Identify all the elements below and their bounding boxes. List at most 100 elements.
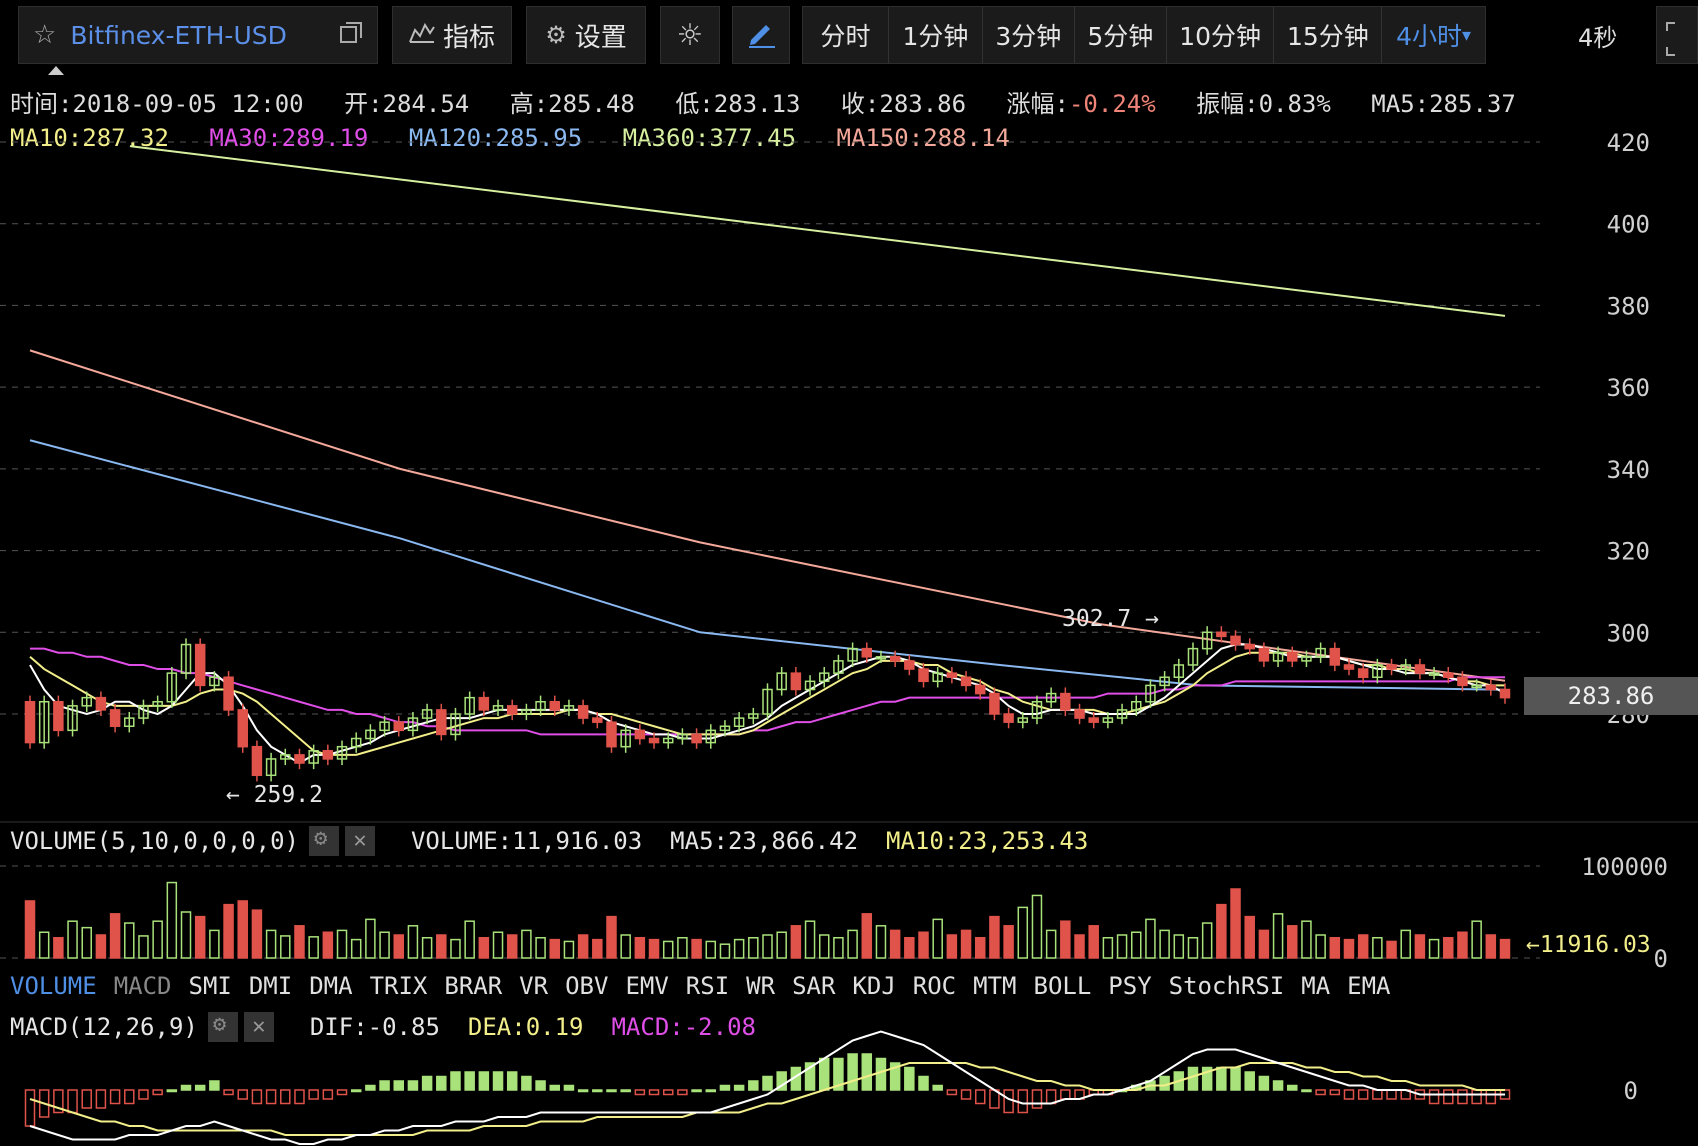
interval-1[interactable]: 1分钟 bbox=[889, 7, 983, 63]
theme-toggle[interactable]: ☼ bbox=[660, 6, 720, 64]
candle-body-up bbox=[1131, 700, 1142, 711]
refresh-interval[interactable]: 4秒 bbox=[1578, 24, 1618, 52]
macd-bar bbox=[1357, 1089, 1369, 1100]
candle-body-down bbox=[1414, 664, 1426, 674]
volume-bar bbox=[535, 937, 546, 959]
indicator-tab-obv[interactable]: OBV bbox=[565, 972, 609, 1000]
candle-body-down bbox=[194, 643, 206, 687]
indicator-tab-volume[interactable]: VOLUME bbox=[10, 972, 97, 1000]
indicator-tab-vr[interactable]: VR bbox=[519, 972, 549, 1000]
indicator-tab-mtm[interactable]: MTM bbox=[973, 972, 1017, 1000]
info-close: 收:283.86 bbox=[840, 90, 967, 118]
indicator-tab-smi[interactable]: SMI bbox=[188, 972, 232, 1000]
candle bbox=[24, 695, 36, 749]
drawing-tool-button[interactable] bbox=[732, 6, 790, 64]
volume-bar bbox=[1329, 937, 1341, 959]
indicators-button[interactable]: 指标 bbox=[392, 6, 512, 64]
candle bbox=[450, 707, 461, 741]
candle-body-up bbox=[705, 729, 717, 744]
candle-body-down bbox=[974, 684, 986, 695]
volume-bar bbox=[1088, 925, 1099, 959]
candle bbox=[904, 654, 915, 676]
macd-bar bbox=[464, 1071, 475, 1091]
candle bbox=[889, 650, 901, 668]
dropdown-pointer bbox=[48, 66, 64, 75]
info-time: 时间:2018-09-05 12:00 bbox=[10, 90, 304, 118]
volume-bar bbox=[818, 934, 830, 959]
indicator-tab-roc[interactable]: ROC bbox=[912, 972, 957, 1000]
interval-5[interactable]: 15分钟 bbox=[1274, 7, 1383, 63]
gear-icon: ⚙ bbox=[545, 21, 567, 49]
indicator-tab-dmi[interactable]: DMI bbox=[248, 972, 293, 1000]
candle-body-down bbox=[1216, 631, 1227, 638]
volume-bar bbox=[1485, 934, 1497, 959]
interval-label: 分时 bbox=[820, 22, 871, 51]
volume-axis: 0 100000 bbox=[1581, 853, 1668, 973]
indicator-tab-macd[interactable]: MACD bbox=[113, 972, 172, 1000]
info-ma5: MA5:285.37 bbox=[1371, 90, 1516, 118]
settings-button[interactable]: ⚙ 设置 bbox=[526, 6, 646, 64]
candle-body-up bbox=[209, 676, 220, 687]
indicator-tab-wr[interactable]: WR bbox=[746, 972, 776, 1000]
macd-settings-button[interactable]: ⚙ bbox=[207, 1012, 238, 1042]
candle bbox=[421, 703, 433, 725]
volume-bar bbox=[109, 913, 121, 959]
interval-0[interactable]: 分时 bbox=[803, 7, 889, 63]
candle bbox=[1244, 638, 1255, 655]
volume-bar bbox=[1386, 940, 1397, 959]
candle-body-down bbox=[790, 672, 802, 691]
candle bbox=[818, 667, 830, 688]
interval-4[interactable]: 10分钟 bbox=[1167, 7, 1275, 63]
volume-close-button[interactable]: ✕ bbox=[344, 826, 375, 856]
price-tick-label: 400 bbox=[1607, 211, 1650, 239]
indicator-tab-sar[interactable]: SAR bbox=[792, 972, 836, 1000]
indicator-tab-psy[interactable]: PSY bbox=[1108, 972, 1152, 1000]
candle-body-up bbox=[563, 705, 575, 711]
interval-2[interactable]: 3分钟 bbox=[983, 7, 1075, 63]
candle-body-down bbox=[1088, 717, 1099, 723]
interval-6[interactable]: 4小时 ▾ bbox=[1382, 7, 1485, 63]
indicator-tab-stochrsi[interactable]: StochRSI bbox=[1168, 972, 1285, 1000]
candle-body-up bbox=[350, 737, 362, 748]
interval-3[interactable]: 5分钟 bbox=[1075, 7, 1167, 63]
dif-line bbox=[29, 1030, 1505, 1145]
star-icon[interactable]: ☆ bbox=[33, 20, 57, 50]
last-price-badge: 283.86 bbox=[1524, 677, 1698, 715]
candle-body-up bbox=[762, 688, 773, 715]
candle bbox=[322, 744, 334, 766]
candle bbox=[1485, 679, 1497, 696]
popout-icon[interactable] bbox=[339, 21, 363, 52]
pair-selector[interactable]: ☆ Bitfinex-ETH-USD bbox=[18, 6, 378, 64]
macd-axis: 0 bbox=[1624, 1077, 1638, 1105]
macd-bar bbox=[436, 1075, 447, 1091]
candle bbox=[1045, 687, 1057, 708]
indicator-tab-rsi[interactable]: RSI bbox=[685, 972, 730, 1000]
indicator-tab-boll[interactable]: BOLL bbox=[1033, 972, 1092, 1000]
macd-bar bbox=[1272, 1080, 1284, 1091]
indicator-tab-ema[interactable]: EMA bbox=[1347, 972, 1391, 1000]
volume-bar bbox=[1045, 929, 1057, 959]
volume-settings-button[interactable]: ⚙ bbox=[308, 826, 339, 856]
macd-bar bbox=[833, 1057, 844, 1091]
volume-bar bbox=[833, 937, 844, 959]
indicators-label: 指标 bbox=[442, 22, 495, 53]
macd-bar bbox=[350, 1089, 362, 1093]
macd-bar bbox=[1201, 1066, 1213, 1091]
volume-bar bbox=[209, 929, 220, 959]
indicator-tab-kdj[interactable]: KDJ bbox=[852, 972, 896, 1000]
indicator-tab-brar[interactable]: BRAR bbox=[444, 972, 503, 1000]
volume-bar bbox=[592, 938, 603, 959]
volume-bar bbox=[577, 934, 589, 959]
indicator-tab-ma[interactable]: MA bbox=[1301, 972, 1331, 1000]
candle bbox=[804, 675, 816, 696]
candle-body-up bbox=[521, 709, 532, 715]
macd-close-button[interactable]: ✕ bbox=[243, 1012, 274, 1042]
indicator-tab-emv[interactable]: EMV bbox=[625, 972, 669, 1000]
indicator-tab-dma[interactable]: DMA bbox=[309, 972, 353, 1000]
macd-panel-header: MACD(12,26,9) ⚙ ✕ DIF:-0.85 DEA:0.19 MAC… bbox=[10, 1012, 756, 1042]
indicator-tab-trix[interactable]: TRIX bbox=[369, 972, 428, 1000]
candle-body-up bbox=[1045, 692, 1057, 703]
fullscreen-button[interactable] bbox=[1656, 6, 1698, 64]
